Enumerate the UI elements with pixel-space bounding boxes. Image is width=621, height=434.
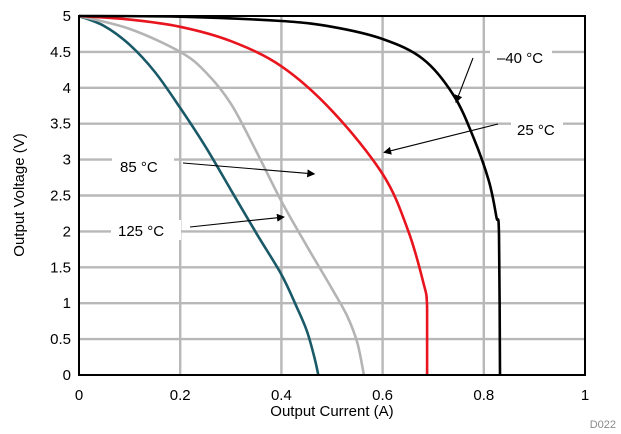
series-line [78, 14, 502, 376]
y-tick-label: 2.5 [50, 188, 71, 205]
series-line [78, 14, 429, 375]
annotation-backdrop [111, 220, 181, 240]
annotation-backdrop [511, 119, 563, 139]
y-tick-label: 3.5 [50, 116, 71, 133]
annotation-backdrop [490, 47, 552, 67]
y-tick-label: 3 [63, 152, 71, 169]
y-tick-label: 1 [63, 295, 71, 312]
y-axis-title: Output Voltage (V) [11, 133, 28, 256]
y-tick-label: 5 [63, 8, 71, 25]
annotation-label: 85 °C [120, 159, 158, 176]
annotation-arrow [383, 123, 499, 155]
annotation-arrow [182, 162, 316, 178]
x-tick-label: 0.2 [170, 387, 191, 404]
annotations: –40 °C 25 °C 85 °C 125 °C [111, 47, 563, 240]
plot-frame [78, 15, 586, 376]
x-tick-label: 0.4 [271, 387, 292, 404]
y-tick-label: 2 [63, 223, 71, 240]
y-tick-label: 4 [63, 80, 71, 97]
y-tick-label: 4.5 [50, 44, 71, 61]
y-tick-labels: 0 0.5 1 1.5 2 2.5 3 3.5 4 4.5 5 [50, 8, 71, 384]
y-tick-label: 0.5 [50, 331, 71, 348]
annotation-label: 125 °C [118, 223, 164, 240]
x-tick-label: 0.6 [372, 387, 393, 404]
x-tick-label: 1 [581, 387, 589, 404]
figure-code: D022 [590, 419, 616, 431]
annotation-arrow [189, 213, 285, 228]
x-tick-labels: 0 0.2 0.4 0.6 0.8 1 [75, 387, 589, 404]
annotation-label: –40 °C [497, 50, 543, 67]
x-axis-title: Output Current (A) [270, 403, 393, 420]
x-tick-label: 0 [75, 387, 83, 404]
y-tick-label: 1.5 [50, 259, 71, 276]
series-layer [78, 14, 502, 376]
series-line [78, 14, 366, 376]
annotation-backdrop [112, 156, 174, 176]
x-tick-label: 0.8 [473, 387, 494, 404]
y-tick-label: 0 [63, 367, 71, 384]
annotation-label: 25 °C [517, 122, 555, 139]
series-line [78, 14, 320, 376]
annotation-arrow [454, 57, 474, 104]
